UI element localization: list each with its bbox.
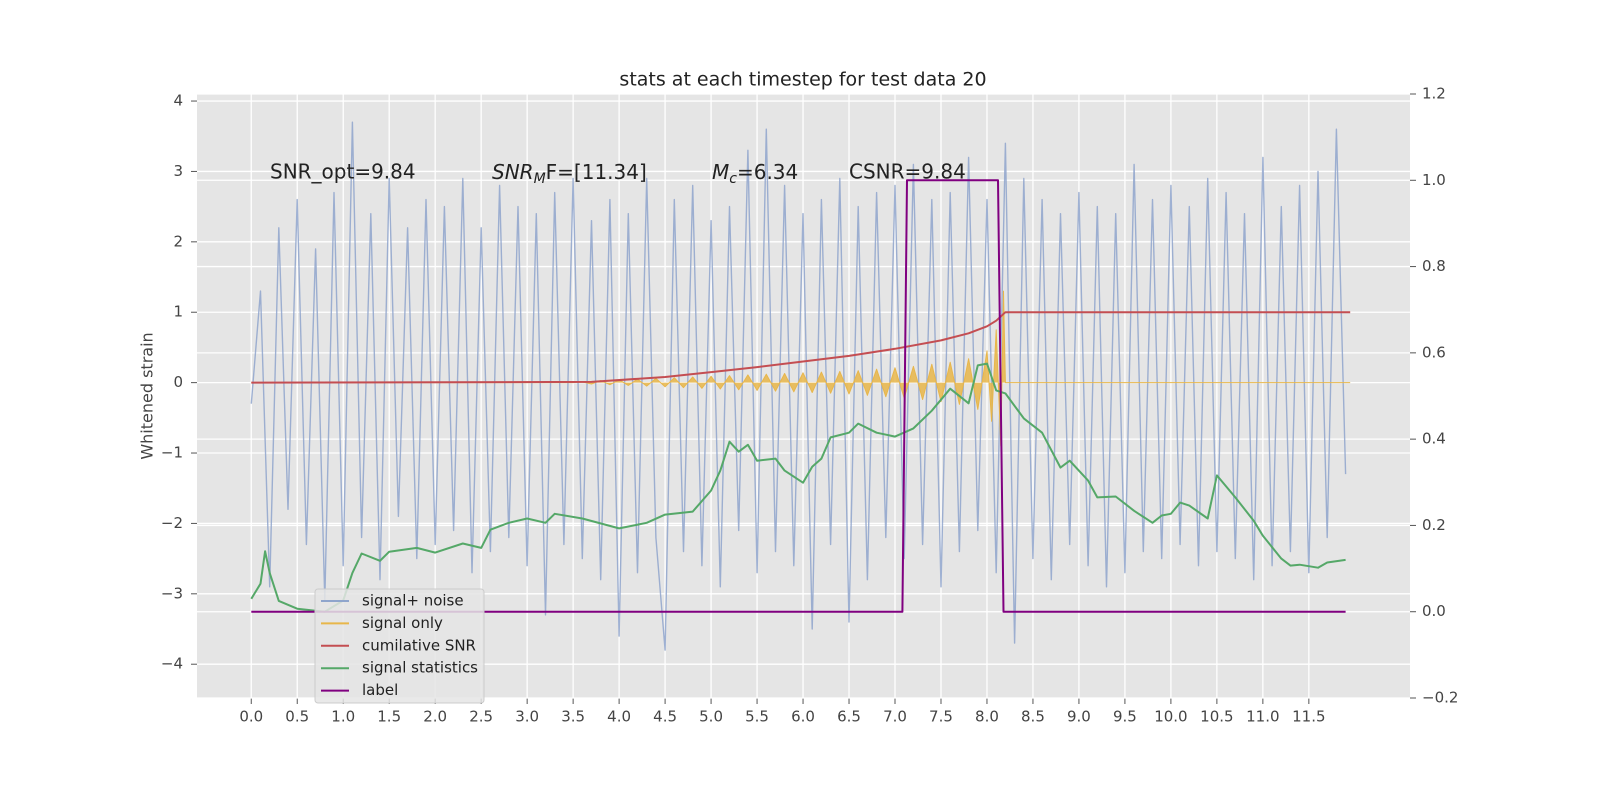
- annotation-main: M: [712, 160, 729, 184]
- x-tick-label: 1.5: [377, 708, 401, 726]
- y2-tick-label: 0.0: [1422, 602, 1446, 620]
- chart-title: stats at each timestep for test data 20: [619, 69, 986, 91]
- x-tick-label: 1.0: [331, 708, 355, 726]
- y-tick-label: 1: [173, 303, 183, 321]
- legend-label: signal statistics: [362, 659, 478, 677]
- x-tick-label: 5.0: [699, 708, 723, 726]
- y-tick-label: −4: [161, 655, 183, 673]
- y-tick-label: −3: [161, 584, 183, 602]
- annotation: CSNR=9.84: [849, 160, 966, 184]
- y-tick-label: −1: [161, 444, 183, 462]
- x-tick-label: 11.5: [1292, 708, 1325, 726]
- y2-tick-label: −0.2: [1422, 689, 1458, 707]
- annotation: SNRMF=[11.34]: [492, 160, 647, 188]
- x-tick-label: 6.5: [837, 708, 861, 726]
- legend-label: label: [362, 681, 398, 699]
- y-tick-label: 0: [173, 373, 183, 391]
- annotation-sub: M: [534, 171, 546, 187]
- x-tick-label: 6.0: [791, 708, 815, 726]
- x-tick-label: 8.5: [1021, 708, 1045, 726]
- annotation-sub: c: [729, 171, 737, 187]
- y2-tick-label: 0.2: [1422, 516, 1446, 534]
- annotation-main: SNR: [492, 160, 534, 184]
- y2-tick-label: 0.8: [1422, 257, 1446, 275]
- y-tick-label: 2: [173, 232, 183, 250]
- series-line: [251, 290, 1351, 447]
- x-tick-label: 2.5: [469, 708, 493, 726]
- legend-box: [314, 588, 485, 704]
- legend-label: cumilative SNR: [362, 636, 476, 654]
- x-tick-label: 3.5: [561, 708, 585, 726]
- x-tick-label: 10.5: [1200, 708, 1233, 726]
- y2-tick-label: 0.4: [1422, 430, 1446, 448]
- x-tick-label: 2.0: [423, 708, 447, 726]
- x-tick-label: 3.0: [515, 708, 539, 726]
- annotation-rest: F=[11.34]: [546, 160, 647, 184]
- y-tick-label: 4: [173, 92, 183, 110]
- series-line: [250, 121, 1347, 651]
- y2-tick-label: 1.0: [1422, 171, 1446, 189]
- x-tick-label: 9.0: [1067, 708, 1091, 726]
- x-tick-label: 7.5: [929, 708, 953, 726]
- x-tick-label: 7.0: [883, 708, 907, 726]
- y2-tick-label: 0.6: [1422, 343, 1446, 361]
- x-tick-label: 9.5: [1113, 708, 1137, 726]
- x-tick-label: 8.0: [975, 708, 999, 726]
- y2-tick-label: 1.2: [1422, 85, 1446, 103]
- x-tick-label: 5.5: [745, 708, 769, 726]
- x-tick-label: 10.0: [1154, 708, 1187, 726]
- x-tick-label: 0.0: [239, 708, 263, 726]
- series-line: [251, 179, 1346, 613]
- y-axis-label: Whitened strain: [138, 332, 157, 459]
- annotation-rest: =6.34: [737, 160, 798, 184]
- legend-label: signal only: [362, 614, 443, 632]
- x-tick-label: 11.0: [1246, 708, 1279, 726]
- x-tick-label: 4.5: [653, 708, 677, 726]
- x-tick-label: 0.5: [285, 708, 309, 726]
- annotation: Mc=6.34: [712, 160, 798, 188]
- annotation: SNR_opt=9.84: [270, 160, 416, 184]
- y-tick-label: −2: [161, 514, 183, 532]
- series-line: [250, 362, 1346, 613]
- series-line: [251, 311, 1351, 384]
- legend-label: signal+ noise: [362, 592, 464, 610]
- y-tick-label: 3: [173, 162, 183, 180]
- x-tick-label: 4.0: [607, 708, 631, 726]
